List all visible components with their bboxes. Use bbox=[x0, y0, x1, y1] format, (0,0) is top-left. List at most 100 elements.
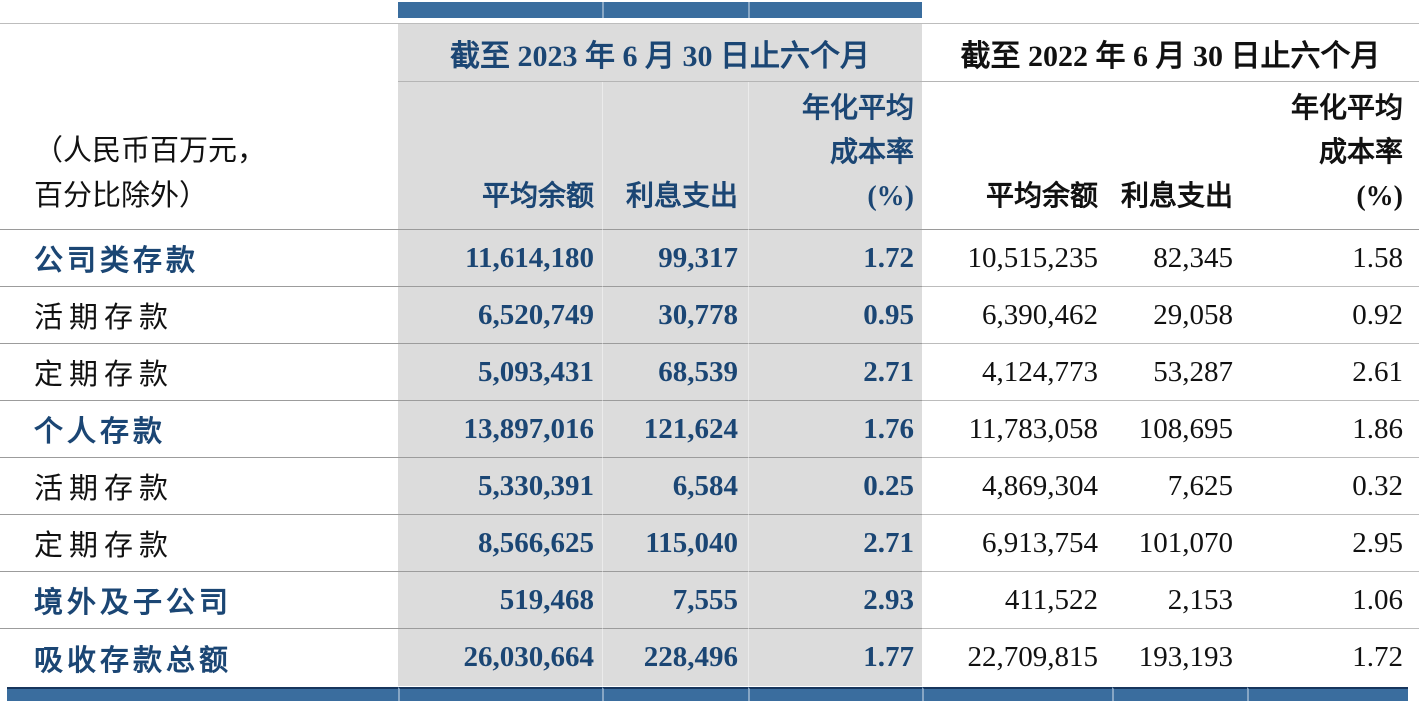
cost-rate-2023: 2.71 bbox=[748, 344, 922, 401]
header-cost-rate-2023: 年化平均 成本率 (%) bbox=[748, 82, 922, 230]
header-cost-rate-line: 成本率 bbox=[1318, 137, 1403, 168]
interest-expense-2022: 7,625 bbox=[1112, 458, 1247, 515]
period-header-row: 截至 2023 年 6 月 30 日止六个月 截至 2022 年 6 月 30 … bbox=[0, 24, 1419, 82]
cost-rate-2022: 1.58 bbox=[1247, 230, 1419, 287]
row-label: 公司类存款 bbox=[0, 230, 398, 287]
accent-bar bbox=[398, 2, 602, 18]
interest-expense-2022: 108,695 bbox=[1112, 401, 1247, 458]
interest-expense-2023: 115,040 bbox=[602, 515, 748, 572]
header-avg-balance-2023: 平均余额 bbox=[398, 82, 602, 230]
cost-rate-2022: 1.06 bbox=[1247, 572, 1419, 629]
avg-balance-2023: 13,897,016 bbox=[398, 401, 602, 458]
cost-rate-2023: 0.25 bbox=[748, 458, 922, 515]
interest-expense-2023: 30,778 bbox=[602, 287, 748, 344]
avg-balance-2023: 26,030,664 bbox=[398, 629, 602, 686]
accent-bar bbox=[398, 687, 602, 701]
table-row-total: 吸收存款总额 26,030,664 228,496 1.77 22,709,81… bbox=[0, 629, 1419, 686]
top-accent-bar-segment bbox=[602, 0, 748, 24]
accent-bar bbox=[748, 2, 922, 18]
avg-balance-2023: 8,566,625 bbox=[398, 515, 602, 572]
interest-expense-2023: 68,539 bbox=[602, 344, 748, 401]
row-label: 活期存款 bbox=[0, 287, 398, 344]
header-cost-rate-2022: 年化平均 成本率 (%) bbox=[1247, 82, 1419, 230]
avg-balance-2023: 519,468 bbox=[398, 572, 602, 629]
row-label: 个人存款 bbox=[0, 401, 398, 458]
top-accent-bar-segment bbox=[748, 0, 922, 24]
cost-rate-2023: 1.76 bbox=[748, 401, 922, 458]
table-row: 活期存款 6,520,749 30,778 0.95 6,390,462 29,… bbox=[0, 287, 1419, 344]
avg-balance-2023: 6,520,749 bbox=[398, 287, 602, 344]
header-avg-balance-2022: 平均余额 bbox=[922, 82, 1112, 230]
unit-note-line: 百分比除外） bbox=[34, 180, 209, 212]
avg-balance-2022: 6,913,754 bbox=[922, 515, 1112, 572]
accent-bar bbox=[1247, 687, 1408, 701]
avg-balance-2023: 11,614,180 bbox=[398, 230, 602, 287]
header-cost-rate-line: 年化平均 bbox=[1290, 93, 1403, 124]
interest-expense-2022: 2,153 bbox=[1112, 572, 1247, 629]
interest-expense-2023: 6,584 bbox=[602, 458, 748, 515]
header-interest-expense-2023: 利息支出 bbox=[602, 82, 748, 230]
cost-rate-2023: 2.93 bbox=[748, 572, 922, 629]
header-cost-rate-line: (%) bbox=[1356, 181, 1403, 212]
bottom-accent-bar-segment bbox=[0, 686, 398, 707]
avg-balance-2022: 6,390,462 bbox=[922, 287, 1112, 344]
interest-expense-2023: 228,496 bbox=[602, 629, 748, 686]
header-cost-rate-lines: 年化平均 成本率 (%) bbox=[802, 87, 914, 219]
avg-balance-2022: 411,522 bbox=[922, 572, 1112, 629]
period-2022-title: 截至 2022 年 6 月 30 日止六个月 bbox=[922, 24, 1419, 82]
accent-bar bbox=[748, 687, 922, 701]
row-label: 境外及子公司 bbox=[0, 572, 398, 629]
header-interest-expense-2022: 利息支出 bbox=[1112, 82, 1247, 230]
interest-expense-2022: 53,287 bbox=[1112, 344, 1247, 401]
accent-bar bbox=[602, 2, 748, 18]
unit-note: （人民币百万元， 百分比除外） bbox=[0, 82, 398, 230]
column-header-row: （人民币百万元， 百分比除外） 平均余额 利息支出 年化平均 成本率 (%) 平… bbox=[0, 82, 1419, 230]
period-2023-title: 截至 2023 年 6 月 30 日止六个月 bbox=[398, 24, 922, 82]
interest-expense-2023: 7,555 bbox=[602, 572, 748, 629]
avg-balance-2022: 11,783,058 bbox=[922, 401, 1112, 458]
table-row: 公司类存款 11,614,180 99,317 1.72 10,515,235 … bbox=[0, 230, 1419, 287]
top-accent-bar-row bbox=[0, 0, 1419, 24]
header-cost-rate-line: 成本率 bbox=[829, 137, 914, 168]
bottom-accent-bar-segment bbox=[748, 686, 922, 707]
bottom-accent-bar-segment bbox=[922, 686, 1112, 707]
table-row: 个人存款 13,897,016 121,624 1.76 11,783,058 … bbox=[0, 401, 1419, 458]
row-label: 活期存款 bbox=[0, 458, 398, 515]
avg-balance-2023: 5,330,391 bbox=[398, 458, 602, 515]
spacer bbox=[1112, 0, 1247, 24]
bottom-accent-bar-segment bbox=[1112, 686, 1247, 707]
interest-expense-2023: 121,624 bbox=[602, 401, 748, 458]
header-cost-rate-line: 年化平均 bbox=[801, 93, 914, 124]
avg-balance-2022: 22,709,815 bbox=[967, 641, 1099, 673]
bottom-accent-bar-segment bbox=[1247, 686, 1419, 707]
spacer bbox=[1247, 0, 1419, 24]
spacer bbox=[0, 24, 398, 82]
header-cost-rate-line: (%) bbox=[867, 181, 914, 212]
row-label: 定期存款 bbox=[0, 344, 398, 401]
table-row: 定期存款 8,566,625 115,040 2.71 6,913,754 10… bbox=[0, 515, 1419, 572]
cost-rate-2023: 1.77 bbox=[748, 629, 922, 686]
spacer bbox=[0, 0, 398, 24]
cost-rate-2022: 2.61 bbox=[1247, 344, 1419, 401]
accent-bar bbox=[602, 687, 748, 701]
interest-expense-2022: 101,070 bbox=[1112, 515, 1247, 572]
cost-rate-2022: 2.95 bbox=[1247, 515, 1419, 572]
table-row: 定期存款 5,093,431 68,539 2.71 4,124,773 53,… bbox=[0, 344, 1419, 401]
top-accent-bar-segment bbox=[398, 0, 602, 24]
cost-rate-2022: 1.86 bbox=[1247, 401, 1419, 458]
interest-expense-2022: 193,193 bbox=[1138, 641, 1233, 673]
avg-balance-2023: 5,093,431 bbox=[398, 344, 602, 401]
cost-rate-2023: 0.95 bbox=[748, 287, 922, 344]
accent-bar bbox=[922, 687, 1112, 701]
bottom-accent-bar-segment bbox=[602, 686, 748, 707]
interest-expense-2022: 29,058 bbox=[1112, 287, 1247, 344]
interest-expense-2023: 99,317 bbox=[602, 230, 748, 287]
avg-balance-2022: 4,869,304 bbox=[922, 458, 1112, 515]
row-label: 定期存款 bbox=[0, 515, 398, 572]
header-cost-rate-lines: 年化平均 成本率 (%) bbox=[1291, 87, 1403, 219]
table-row: 活期存款 5,330,391 6,584 0.25 4,869,304 7,62… bbox=[0, 458, 1419, 515]
spacer bbox=[922, 0, 1112, 24]
cost-rate-2022: 1.72 bbox=[1352, 641, 1403, 673]
accent-bar bbox=[1112, 687, 1247, 701]
bottom-accent-bar-row bbox=[0, 686, 1419, 707]
